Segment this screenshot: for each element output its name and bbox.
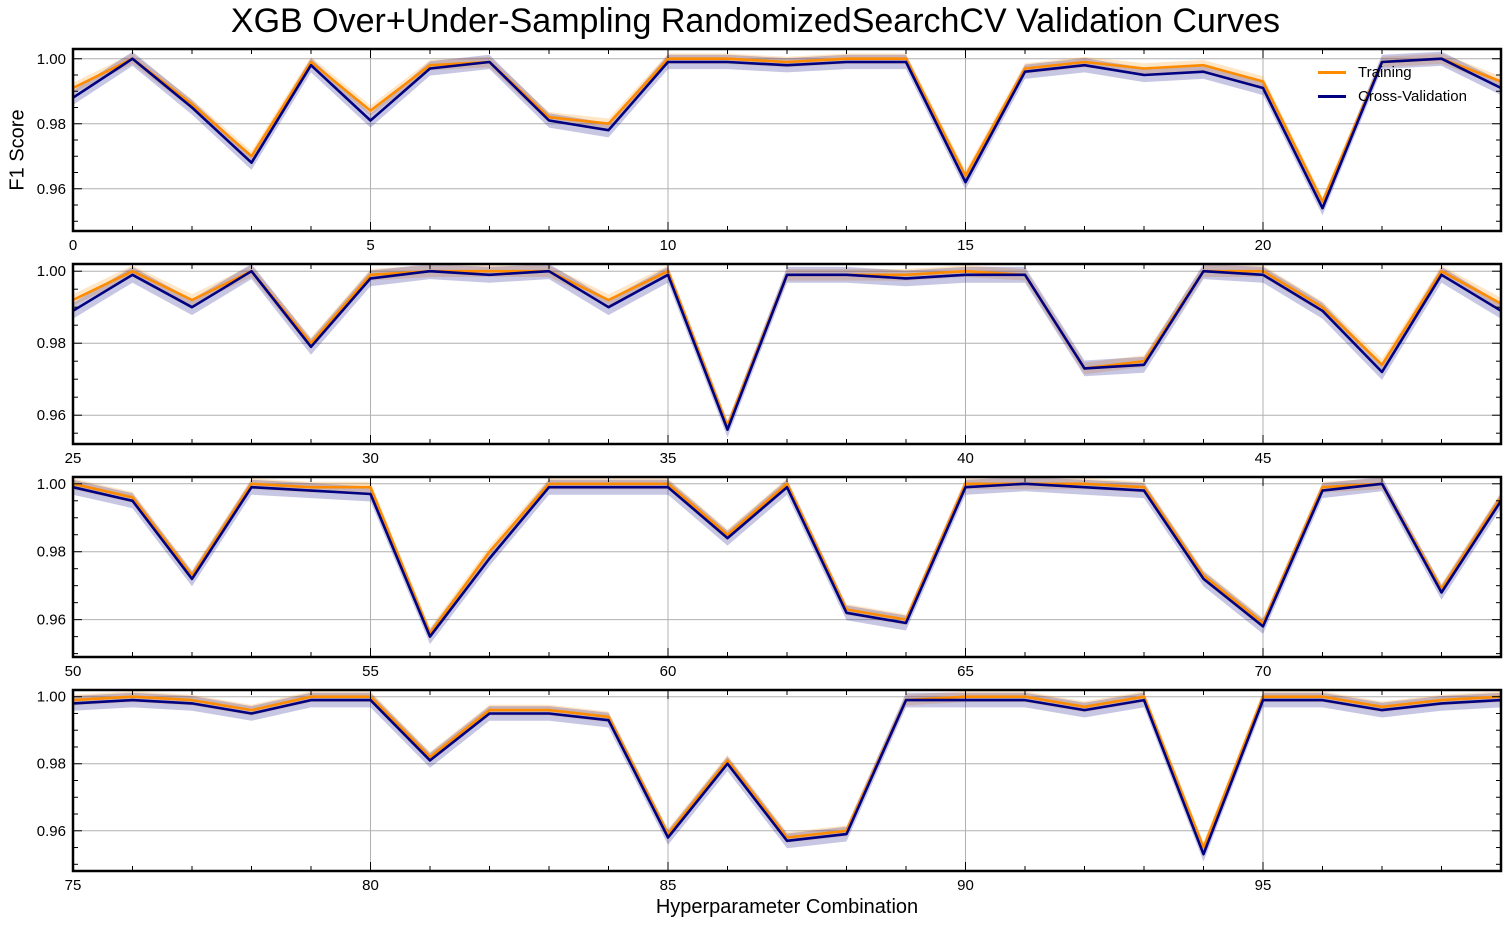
x-tick-label: 10 xyxy=(660,237,677,254)
x-axis-label: Hyperparameter Combination xyxy=(655,896,919,918)
y-tick-label: 0.98 xyxy=(37,756,66,773)
cross-validation-line-1 xyxy=(72,57,1502,210)
cross-validation-line-4 xyxy=(72,698,1502,856)
panel-1: 0 5 10 15 20 0.96 0.98 1.00 xyxy=(37,47,1503,254)
y-tick-label: 1.00 xyxy=(37,51,66,68)
panel-2: 25 30 35 40 45 0.96 0.98 1.00 xyxy=(37,262,1503,467)
legend-label-training: Training xyxy=(1358,63,1412,81)
y-tick-label: 1.00 xyxy=(37,689,66,706)
y-tick-label: 0.96 xyxy=(37,823,66,840)
x-tick-label: 55 xyxy=(362,663,379,680)
y-tick-label: 0.96 xyxy=(37,612,66,629)
training-band-4 xyxy=(73,691,1501,853)
y-tick-label: 0.96 xyxy=(37,407,66,424)
cross-validation-line-2 xyxy=(72,269,1502,431)
x-tick-label: 70 xyxy=(1255,663,1272,680)
x-tick-label: 75 xyxy=(65,877,82,894)
y-tick-label: 1.00 xyxy=(37,476,66,493)
y-tick-label: 1.00 xyxy=(37,263,66,280)
y-tick-label: 0.98 xyxy=(37,116,66,133)
panel-4: 75 80 85 90 95 0.96 0.98 1.00 xyxy=(37,689,1503,894)
x-tick-label: 30 xyxy=(362,450,379,467)
legend: Training Cross-Validation xyxy=(1318,60,1467,108)
x-tick-label: 40 xyxy=(957,450,974,467)
x-tick-label: 35 xyxy=(660,450,677,467)
training-line-4 xyxy=(72,695,1502,849)
x-tick-label: 80 xyxy=(362,877,379,894)
y-tick-label: 0.96 xyxy=(37,181,66,198)
legend-label-cross-validation: Cross-Validation xyxy=(1358,87,1467,105)
legend-swatch-training xyxy=(1318,70,1346,74)
legend-swatch-cross-validation xyxy=(1318,94,1346,98)
x-tick-label: 20 xyxy=(1255,237,1272,254)
x-tick-label: 5 xyxy=(366,237,374,254)
cross-validation-band-4 xyxy=(73,692,1501,862)
x-tick-label: 85 xyxy=(660,877,677,894)
x-tick-label: 65 xyxy=(957,663,974,680)
x-tick-label: 15 xyxy=(957,237,974,254)
training-line-3 xyxy=(72,482,1503,635)
legend-entry-cross-validation: Cross-Validation xyxy=(1318,84,1467,108)
x-tick-label: 95 xyxy=(1255,877,1272,894)
y-tick-label: 0.98 xyxy=(37,335,66,352)
y-tick-label: 0.98 xyxy=(37,544,66,561)
x-tick-label: 0 xyxy=(69,237,77,254)
panel-3: 50 55 60 65 70 0.96 0.98 1.00 xyxy=(37,475,1503,680)
training-line-1 xyxy=(72,57,1502,203)
training-band-3 xyxy=(73,478,1501,639)
x-tick-label: 60 xyxy=(660,663,677,680)
legend-entry-training: Training xyxy=(1318,60,1467,84)
x-tick-label: 50 xyxy=(65,663,82,680)
x-tick-label: 45 xyxy=(1255,450,1272,467)
cross-validation-line-3 xyxy=(72,482,1503,638)
cross-validation-band-3 xyxy=(73,477,1501,645)
chart-title: XGB Over+Under-Sampling RandomizedSearch… xyxy=(230,2,1281,40)
x-tick-label: 90 xyxy=(957,877,974,894)
x-tick-label: 25 xyxy=(65,450,82,467)
